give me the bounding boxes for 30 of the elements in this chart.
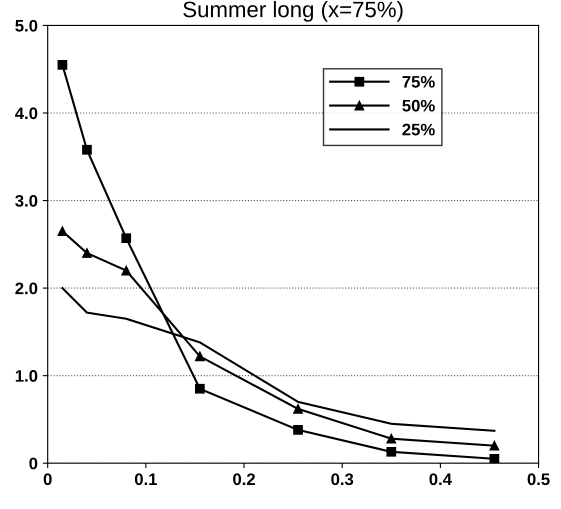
x-tick-label: 0.1 bbox=[134, 473, 157, 486]
point bbox=[194, 384, 205, 394]
point bbox=[121, 233, 132, 244]
y-tick-label: 3.0 bbox=[15, 194, 38, 207]
chart-title: Summer long (x=75%) bbox=[183, 1, 403, 22]
point bbox=[58, 226, 68, 236]
legend-label: 75% bbox=[402, 76, 435, 88]
point bbox=[386, 446, 396, 457]
x-tick-label: 0.2 bbox=[233, 473, 255, 486]
y-tick-label: 5.0 bbox=[15, 20, 38, 32]
legend-label: 25% bbox=[402, 124, 435, 136]
y-tick-label: 2.0 bbox=[15, 282, 38, 294]
point bbox=[58, 60, 68, 70]
point bbox=[82, 248, 92, 258]
x-tick-label: 0.5 bbox=[528, 473, 550, 486]
x-tick-label: 0.3 bbox=[331, 473, 354, 486]
x-tick-label: 0 bbox=[44, 473, 52, 486]
point bbox=[490, 440, 500, 451]
legend-label: 50% bbox=[402, 100, 435, 112]
point bbox=[386, 434, 396, 444]
y-tick-label: 1.0 bbox=[16, 370, 38, 382]
point bbox=[82, 144, 92, 155]
y-tick-label: 4.0 bbox=[15, 107, 38, 120]
x-tick-label: 0.4 bbox=[429, 473, 452, 486]
point bbox=[293, 404, 303, 414]
point bbox=[121, 266, 132, 276]
point bbox=[194, 352, 205, 362]
y-tick-label: 0 bbox=[29, 458, 38, 470]
point bbox=[293, 425, 303, 435]
point bbox=[490, 454, 500, 464]
